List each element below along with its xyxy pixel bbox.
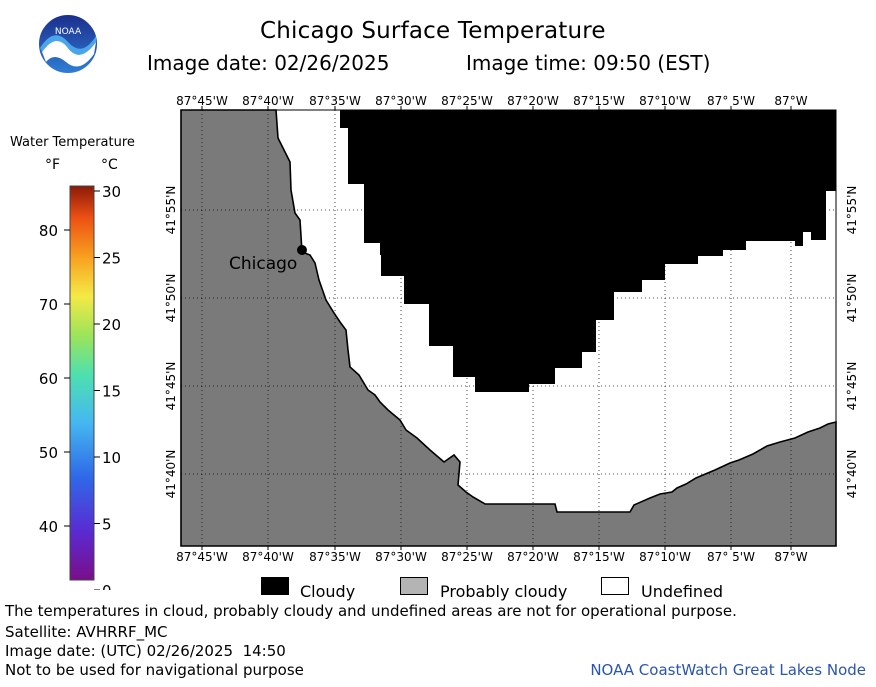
longitude-label-top: 87°45'W	[176, 94, 228, 108]
longitude-label-top: 87°30'W	[375, 94, 427, 108]
latitude-label-right: 41°40'N	[845, 450, 859, 499]
longitude-label-top: 87°40'W	[242, 94, 294, 108]
chicago-marker	[297, 245, 307, 255]
latitude-label-left: 41°55'N	[164, 186, 178, 235]
colorbar-c-tick-label: 25	[102, 250, 121, 268]
colorbar-f-tick-label: 50	[39, 444, 58, 462]
longitude-label-top: 87° 5'W	[707, 94, 755, 108]
legend-swatch-cloudy	[261, 577, 289, 595]
disclaimer-text: The temperatures in cloud, probably clou…	[5, 602, 737, 620]
latitude-label-right: 41°55'N	[845, 186, 859, 235]
longitude-label-top: 87°20'W	[507, 94, 559, 108]
longitude-label-bottom: 87°10'W	[639, 550, 691, 564]
longitude-label-bottom: 87° 5'W	[707, 550, 755, 564]
latitude-label-left: 41°45'N	[164, 362, 178, 411]
legend-swatch-undefined	[601, 577, 629, 595]
longitude-label-bottom: 87°W	[774, 550, 807, 564]
map: 87°45'W 87°45'W 87°40'W 87°40'W 87°35'W 87°35…	[164, 94, 859, 564]
longitude-label-top: 87°10'W	[639, 94, 691, 108]
city-label-chicago: Chicago	[229, 254, 297, 274]
map-title: Chicago Surface Temperature	[260, 18, 606, 44]
image-time: Image time: 09:50 (EST)	[466, 51, 711, 75]
svg-text:NOAA: NOAA	[55, 27, 82, 37]
longitude-label-bottom: 87°15'W	[573, 550, 625, 564]
longitude-label-bottom: 87°30'W	[375, 550, 427, 564]
navigation-warning: Not to be used for navigational purpose	[5, 661, 304, 679]
colorbar-f-tick-label: 40	[39, 518, 58, 536]
latitude-label-right: 41°45'N	[845, 362, 859, 411]
colorbar-c-tick-label: 20	[102, 316, 121, 334]
latitude-label-left: 41°50'N	[164, 274, 178, 323]
latitude-label-left: 41°40'N	[164, 450, 178, 499]
colorbar-c-tick-label: 5	[102, 516, 112, 534]
legend-label-cloudy: Cloudy	[300, 582, 356, 601]
legend-swatch-probably-cloudy	[400, 577, 428, 595]
credit-text: NOAA CoastWatch Great Lakes Node	[590, 661, 866, 679]
longitude-label-top: 87°15'W	[573, 94, 625, 108]
image-date: Image date: 02/26/2025	[147, 51, 390, 75]
colorbar-c-tick-label: 15	[102, 383, 121, 401]
longitude-label-top: 87°W	[774, 94, 807, 108]
longitude-label-bottom: 87°35'W	[309, 550, 361, 564]
satellite-text: Satellite: AVHRRF_MC	[5, 623, 168, 641]
longitude-label-top: 87°35'W	[309, 94, 361, 108]
colorbar-f-tick-label: 60	[39, 370, 58, 388]
legend-label-probably-cloudy: Probably cloudy	[440, 582, 568, 601]
cloud-area	[340, 110, 836, 392]
longitude-label-bottom: 87°45'W	[176, 550, 228, 564]
latitude-label-right: 41°50'N	[845, 274, 859, 323]
colorbar-title: Water Temperature	[10, 135, 135, 150]
longitude-label-bottom: 87°20'W	[507, 550, 559, 564]
legend-label-undefined: Undefined	[641, 582, 724, 601]
utc-date-text: Image date: (UTC) 02/26/2025 14:50	[5, 642, 286, 660]
longitude-label-bottom: 87°40'W	[242, 550, 294, 564]
colorbar-c-tick-label: 0	[102, 582, 112, 590]
longitude-label-bottom: 87°25'W	[441, 550, 493, 564]
colorbar-f-tick-label: 80	[39, 222, 58, 240]
noaa-logo: NOAA	[37, 13, 99, 75]
colorbar-f-tick-label: 70	[39, 296, 58, 314]
land-area	[180, 109, 837, 547]
colorbar-c-tick-label: 10	[102, 449, 121, 467]
colorbar-c-tick-label: 30	[102, 183, 121, 201]
longitude-label-top: 87°25'W	[441, 94, 493, 108]
colorbar-unit-c: °C	[101, 157, 118, 173]
colorbar-unit-f: °F	[45, 157, 61, 173]
